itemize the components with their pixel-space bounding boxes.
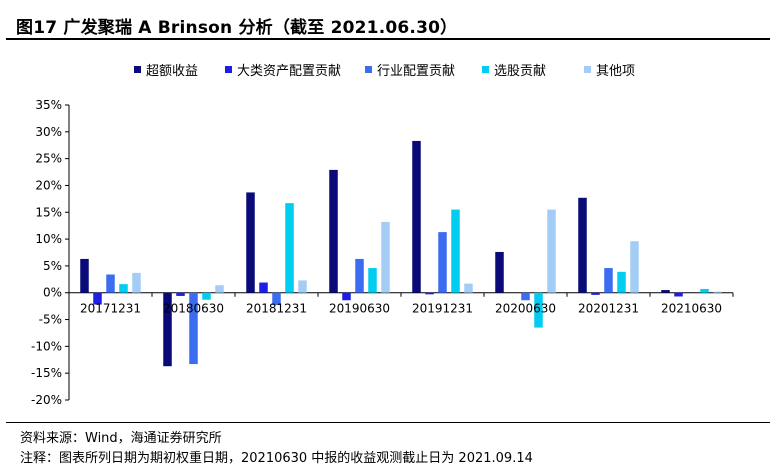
bar (80, 258, 89, 293)
legend-label: 其他项 (596, 64, 635, 79)
bar (246, 192, 255, 293)
bar (381, 221, 390, 293)
bar (591, 292, 600, 295)
x-tick-label: 20190630 (329, 302, 390, 316)
x-tick-label: 20181231 (246, 302, 307, 316)
bar (438, 232, 447, 293)
source-note: 资料来源：Wind，海通证券研究所 (20, 431, 222, 446)
bar (163, 292, 172, 367)
bar (368, 268, 377, 293)
legend-swatch (365, 66, 372, 73)
bar (464, 283, 473, 293)
bar (412, 140, 421, 293)
y-tick-label: 5% (43, 259, 62, 273)
bar (176, 292, 185, 296)
bar (451, 209, 460, 293)
bar (604, 268, 613, 293)
bar (132, 272, 141, 293)
y-tick-label: 30% (35, 125, 62, 139)
bar (272, 292, 281, 306)
bar (547, 209, 556, 293)
footnote: 注释：图表所列日期为期初权重日期，20210630 中报的收益观测截止日为 20… (20, 451, 533, 466)
legend-swatch (225, 66, 232, 73)
legend-label: 选股贡献 (494, 64, 546, 79)
legend-swatch (482, 66, 489, 73)
x-tick-label: 20201231 (578, 302, 639, 316)
bar (534, 292, 543, 328)
bar (298, 280, 307, 293)
legend-label: 行业配置贡献 (377, 64, 455, 79)
legend-label: 大类资产配置贡献 (237, 64, 341, 79)
bar (215, 285, 224, 293)
bar (661, 290, 670, 293)
y-tick-label: 25% (35, 152, 62, 166)
bar (189, 292, 198, 365)
footer-rule (6, 422, 770, 423)
legend-swatch (134, 66, 141, 73)
bar (285, 203, 294, 293)
bar (106, 274, 115, 293)
x-tick-label: 20171231 (80, 302, 141, 316)
figure-title-bar: 图17 广发聚瑞 A Brinson 分析（截至 2021.06.30） (6, 4, 770, 40)
y-tick-label: 20% (35, 178, 62, 192)
x-tick-label: 20210630 (661, 302, 722, 316)
legend-swatch (584, 66, 591, 73)
bar (617, 271, 626, 293)
bar (329, 169, 338, 293)
y-tick-label: -5% (39, 313, 62, 327)
y-tick-label: 35% (35, 98, 62, 112)
x-tick-label: 20191231 (412, 302, 473, 316)
x-tick-label: 20200630 (495, 302, 556, 316)
bar (342, 292, 351, 301)
bar (355, 258, 364, 293)
bar (93, 292, 102, 305)
y-tick-label: -10% (31, 339, 62, 353)
brinson-bar-chart: 35% 30% 25% 20% 15% 10% 5% 0% -5% -10% -15% -20% 201… (31, 64, 734, 407)
bar (713, 291, 722, 293)
figure-title: 图17 广发聚瑞 A Brinson 分析（截至 2021.06.30） (16, 18, 458, 38)
bar (630, 241, 639, 293)
y-tick-label: -15% (31, 366, 62, 380)
bar (202, 292, 211, 300)
bar (495, 251, 504, 293)
y-tick-label: 15% (35, 205, 62, 219)
x-tick-label: 20180630 (163, 302, 224, 316)
bar (521, 292, 530, 301)
y-tick-label: 0% (43, 286, 62, 300)
bar (700, 288, 709, 293)
bar (259, 282, 268, 293)
legend-label: 超额收益 (146, 64, 198, 79)
bar (119, 284, 128, 293)
y-tick-label: 10% (35, 232, 62, 246)
bar (578, 197, 587, 293)
bar (674, 292, 683, 297)
bar (425, 292, 434, 295)
y-tick-label: -20% (31, 393, 62, 407)
